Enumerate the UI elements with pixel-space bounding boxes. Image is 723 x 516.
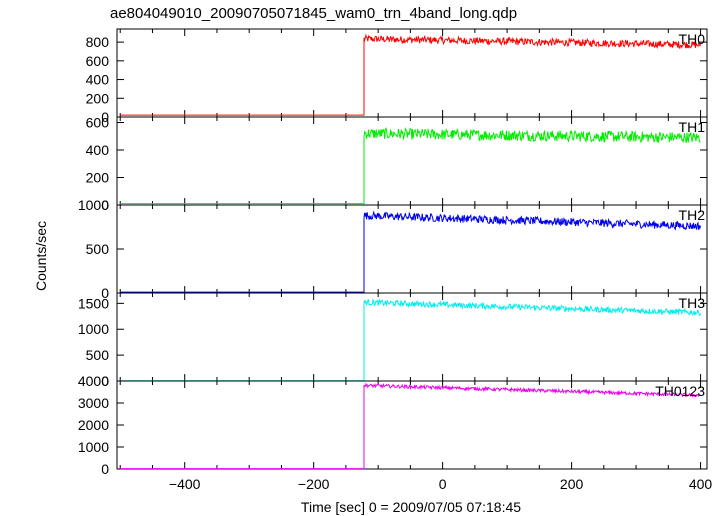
x-tick-label: 0 xyxy=(439,476,447,492)
series-label: TH2 xyxy=(679,207,706,223)
x-tick-label: −400 xyxy=(169,476,201,492)
y-tick-label: 400 xyxy=(86,72,110,88)
y-tick-label: 1000 xyxy=(78,321,109,337)
series-line-th1 xyxy=(120,126,701,205)
panel-th0123: 0 1000 2000 3000 4000 TH0123 xyxy=(78,373,708,477)
chart-panels: 0 200 400 600 800 TH0 0 200 400 600 TH1 0 500 1000 TH2… xyxy=(78,28,713,492)
series-line-th0 xyxy=(120,33,702,116)
y-tick-label: 0 xyxy=(101,285,109,301)
y-tick-label: 600 xyxy=(86,53,110,69)
y-tick-label: 800 xyxy=(86,34,110,50)
y-tick-label: 0 xyxy=(101,197,109,213)
y-tick-label: 2000 xyxy=(78,417,109,433)
series-line-th2 xyxy=(120,210,702,293)
series-label: TH1 xyxy=(679,119,706,135)
x-axis-label: Time [sec] 0 = 2009/07/05 07:18:45 xyxy=(301,499,521,515)
series-label: TH3 xyxy=(679,295,706,311)
panel-th1: 0 200 400 600 TH1 xyxy=(86,115,708,213)
series-line-th3 xyxy=(120,298,702,382)
y-tick-label: 0 xyxy=(101,373,109,389)
y-tick-label: 1000 xyxy=(78,439,109,455)
y-tick-label: 1000 xyxy=(78,197,109,213)
y-tick-label: 600 xyxy=(86,115,110,131)
y-tick-label: 1500 xyxy=(78,295,109,311)
y-tick-label: 0 xyxy=(101,461,109,477)
y-tick-label: 400 xyxy=(86,142,110,158)
series-line-th0123 xyxy=(120,382,701,470)
series-label: TH0 xyxy=(679,31,706,47)
panel-th2: 0 500 1000 TH2 xyxy=(78,197,708,301)
y-tick-label: 0 xyxy=(101,109,109,125)
panel-th0: 0 200 400 600 800 TH0 xyxy=(86,28,708,125)
series-label: TH0123 xyxy=(655,383,705,399)
panel-th3: 0 500 1000 1500 TH3 xyxy=(78,292,708,389)
x-tick-label: −200 xyxy=(298,476,330,492)
chart-title: ae804049010_20090705071845_wam0_trn_4ban… xyxy=(110,5,517,22)
y-tick-label: 3000 xyxy=(78,395,109,411)
panel-frame xyxy=(116,292,708,382)
x-tick-label: 400 xyxy=(689,476,713,492)
y-tick-label: 200 xyxy=(86,90,110,106)
y-tick-label: 200 xyxy=(86,170,110,186)
y-tick-label: 500 xyxy=(86,347,110,363)
x-tick-label: 200 xyxy=(560,476,584,492)
y-axis-label: Counts/sec xyxy=(33,221,49,291)
y-tick-label: 500 xyxy=(86,241,110,257)
y-tick-label: 4000 xyxy=(78,373,109,389)
